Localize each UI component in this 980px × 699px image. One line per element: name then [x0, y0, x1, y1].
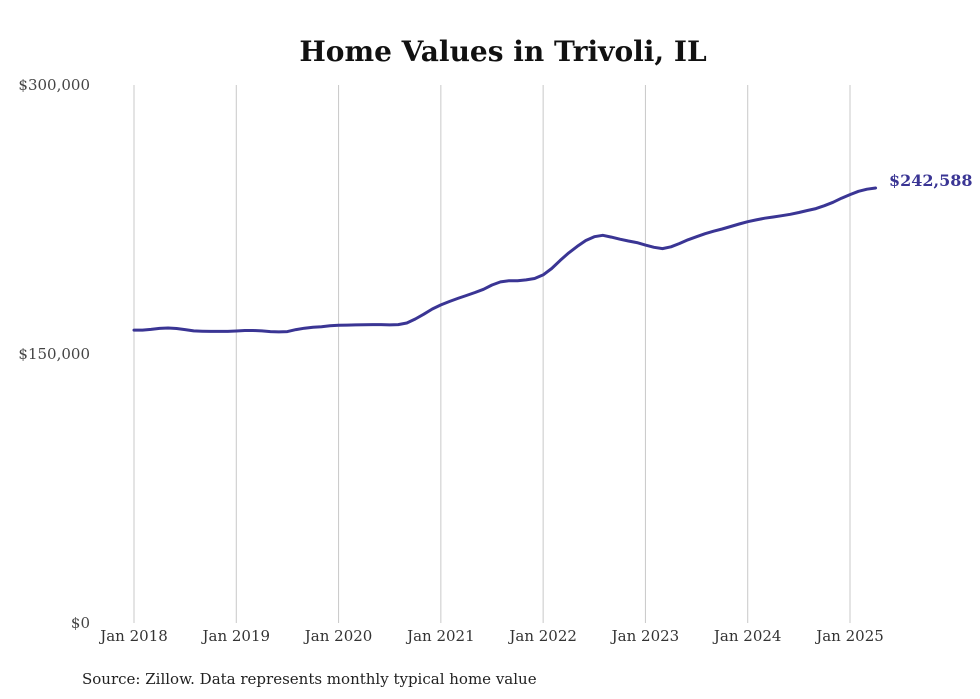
x-tick-label: Jan 2020 [303, 627, 373, 645]
x-axis: Jan 2018 Jan 2019 Jan 2020 Jan 2021 Jan 2022… [98, 627, 884, 645]
y-axis: $0 $150,000 $300,000 [18, 76, 90, 632]
x-tick-label: Jan 2023 [610, 627, 680, 645]
x-tick-label: Jan 2022 [507, 627, 577, 645]
source-note: Source: Zillow. Data represents monthly … [82, 670, 537, 688]
series-layer [132, 186, 878, 334]
x-tick-label: Jan 2021 [405, 627, 475, 645]
chart-title: Home Values in Trivoli, IL [299, 35, 707, 68]
x-tick-label: Jan 2025 [814, 627, 884, 645]
x-tick-label: Jan 2019 [201, 627, 271, 645]
x-tick-label: Jan 2024 [712, 627, 782, 645]
y-tick-label: $0 [71, 614, 90, 632]
vertical-gridlines [133, 85, 851, 623]
y-tick-label: $150,000 [18, 345, 90, 363]
x-tick-label: Jan 2018 [98, 627, 168, 645]
latest-value-label: $242,588 [889, 171, 973, 190]
y-tick-label: $300,000 [18, 76, 90, 94]
series-line [132, 186, 878, 334]
